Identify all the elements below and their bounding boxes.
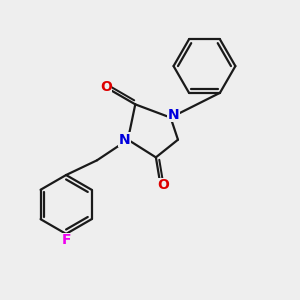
Text: O: O <box>100 80 112 94</box>
Text: F: F <box>61 233 71 248</box>
Text: O: O <box>157 178 169 192</box>
Text: N: N <box>168 108 179 122</box>
Text: N: N <box>118 133 130 147</box>
